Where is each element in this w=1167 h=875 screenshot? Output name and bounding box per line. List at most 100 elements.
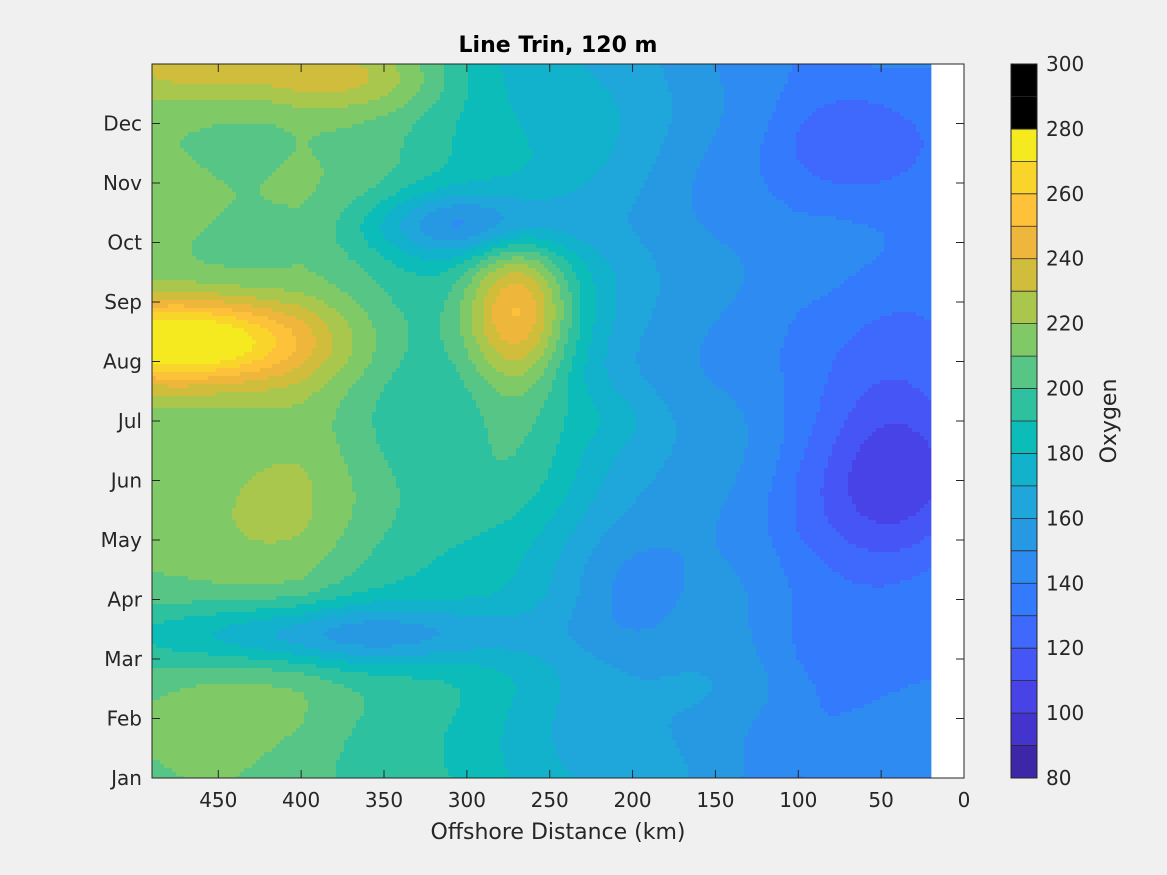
contour-cell	[748, 132, 753, 137]
contour-cell	[708, 108, 713, 113]
contour-cell	[796, 112, 801, 117]
contour-cell	[624, 108, 629, 113]
contour-cell	[356, 116, 361, 121]
contour-cell	[900, 128, 905, 133]
contour-cell	[496, 148, 501, 153]
contour-cell	[852, 136, 857, 141]
contour-cell	[864, 88, 869, 93]
contour-cell	[668, 84, 673, 89]
contour-cell	[824, 104, 829, 109]
contour-cell	[484, 116, 489, 121]
contour-cell	[768, 68, 773, 73]
contour-cell	[720, 72, 725, 77]
contour-cell	[856, 140, 861, 145]
contour-cell	[736, 136, 741, 141]
contour-cell	[696, 140, 701, 145]
contour-cell	[304, 132, 309, 137]
contour-cell	[812, 124, 817, 129]
contour-cell	[632, 148, 637, 153]
contour-cell	[524, 96, 529, 101]
contour-cell	[344, 132, 349, 137]
contour-cell	[452, 148, 457, 153]
contour-cell	[260, 88, 265, 93]
contour-cell	[224, 140, 229, 145]
contour-cell	[608, 132, 613, 137]
contour-cell	[900, 144, 905, 149]
contour-cell	[688, 136, 693, 141]
contour-cell	[176, 92, 181, 97]
contour-cell	[532, 120, 537, 125]
contour-cell	[512, 84, 517, 89]
contour-cell	[896, 132, 901, 137]
contour-cell	[680, 80, 685, 85]
contour-cell	[356, 112, 361, 117]
contour-cell	[248, 100, 253, 105]
contour-cell	[404, 140, 409, 145]
contour-cell	[516, 148, 521, 153]
contour-cell	[828, 120, 833, 125]
contour-cell	[620, 128, 625, 133]
contour-cell	[512, 148, 517, 153]
contour-cell	[868, 80, 873, 85]
contour-cell	[768, 116, 773, 121]
contour-cell	[200, 72, 205, 77]
contour-cell	[776, 100, 781, 105]
contour-cell	[196, 152, 201, 157]
contour-cell	[564, 136, 569, 141]
contour-cell	[780, 76, 785, 81]
contour-cell	[288, 124, 293, 129]
contour-cell	[840, 88, 845, 93]
contour-cell	[648, 140, 653, 145]
contour-cell	[516, 112, 521, 117]
contour-cell	[920, 76, 925, 81]
contour-cell	[212, 96, 217, 101]
contour-cell	[232, 100, 237, 105]
contour-cell	[840, 136, 845, 141]
contour-cell	[876, 144, 881, 149]
contour-cell	[924, 136, 929, 141]
contour-cell	[328, 92, 333, 97]
contour-cell	[312, 88, 317, 93]
contour-cell	[768, 88, 773, 93]
contour-cell	[252, 148, 257, 153]
contour-cell	[540, 124, 545, 129]
contour-cell	[168, 88, 173, 93]
contour-cell	[772, 92, 777, 97]
contour-cell	[372, 92, 377, 97]
contour-cell	[864, 112, 869, 117]
contour-cell	[396, 128, 401, 133]
contour-cell	[248, 116, 253, 121]
contour-cell	[348, 64, 353, 69]
contour-cell	[888, 148, 893, 153]
contour-cell	[168, 152, 173, 157]
contour-cell	[828, 112, 833, 117]
contour-cell	[260, 136, 265, 141]
contour-cell	[192, 104, 197, 109]
contour-cell	[612, 80, 617, 85]
contour-cell	[604, 132, 609, 137]
contour-cell	[280, 136, 285, 141]
contour-cell	[152, 144, 157, 149]
contour-cell	[904, 72, 909, 77]
contour-cell	[700, 136, 705, 141]
contour-cell	[604, 120, 609, 125]
contour-cell	[712, 136, 717, 141]
contour-cell	[764, 104, 769, 109]
contour-cell	[172, 124, 177, 129]
contour-cell	[456, 132, 461, 137]
contour-cell	[720, 68, 725, 73]
contour-cell	[792, 140, 797, 145]
contour-cell	[568, 144, 573, 149]
contour-cell	[476, 140, 481, 145]
contour-cell	[816, 144, 821, 149]
contour-cell	[520, 96, 525, 101]
contour-cell	[156, 80, 161, 85]
contour-cell	[664, 108, 669, 113]
contour-cell	[216, 76, 221, 81]
contour-cell	[340, 112, 345, 117]
contour-cell	[756, 80, 761, 85]
contour-cell	[524, 64, 529, 69]
contour-cell	[616, 104, 621, 109]
contour-cell	[344, 76, 349, 81]
contour-cell	[916, 72, 921, 77]
